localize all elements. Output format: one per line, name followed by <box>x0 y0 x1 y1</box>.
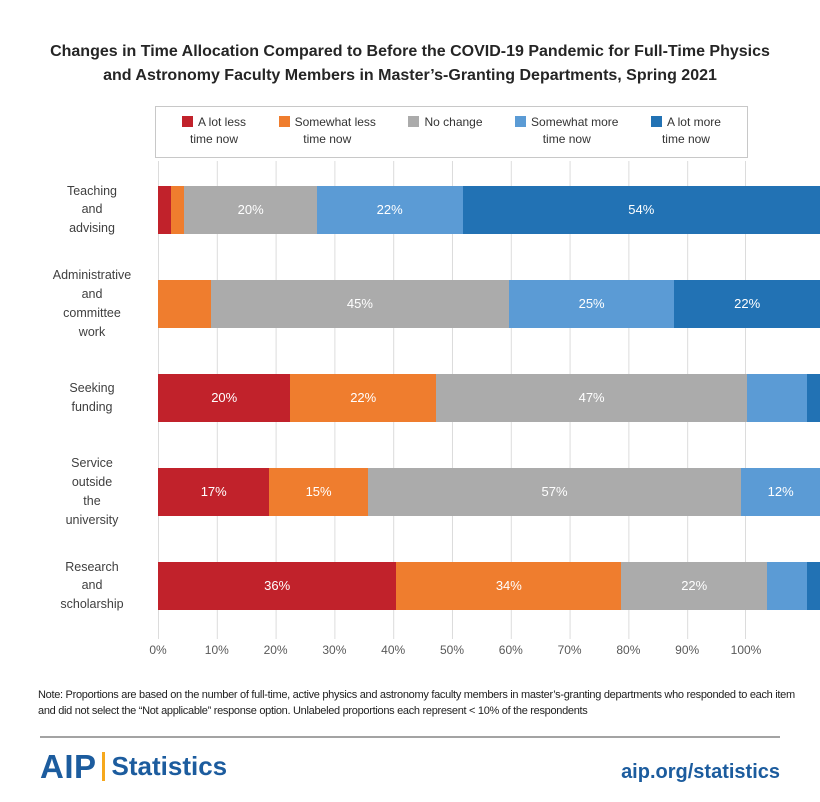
aip-statistics-link[interactable]: aip.org/statistics <box>621 760 780 783</box>
bar-segment-value: 22% <box>734 296 761 312</box>
bar-segment-value: 20% <box>237 202 264 218</box>
logo-separator-bar <box>101 752 105 782</box>
bar-segment: 22% <box>316 185 463 234</box>
statistics-logo-text: Statistics <box>111 751 228 782</box>
x-axis-tick-label: 100% <box>730 642 762 657</box>
category-label: Administrative and committee work <box>52 268 132 339</box>
bar-segment-value: 12% <box>767 484 794 500</box>
legend-label-line2: time now <box>190 132 239 147</box>
legend-swatch-somewhat-more-icon <box>515 116 527 127</box>
aip-logo-text: AIP <box>40 747 97 785</box>
stacked-bar: 45% 25% 22% <box>158 279 820 328</box>
chart-row: Teaching and advising 20% 22% 54% <box>0 163 820 257</box>
category-label: Seeking funding <box>69 381 115 414</box>
legend-label: No change <box>424 115 483 129</box>
bar-segment: 22% <box>674 279 820 328</box>
bar-segment-value: 45% <box>346 296 373 312</box>
legend-swatch-somewhat-less-icon <box>278 116 290 127</box>
bar-segment: 25% <box>508 279 675 328</box>
bar-segment-value: 25% <box>578 296 605 312</box>
chart-rows: Teaching and advising 20% 22% 54% Administra… <box>0 161 820 639</box>
bar-segment <box>767 561 807 610</box>
x-axis-tick-label: 60% <box>498 642 523 657</box>
legend-label: Somewhat more <box>531 115 619 129</box>
category-label: Teaching and advising <box>66 183 118 236</box>
legend-label-line2: time now <box>542 132 591 147</box>
bar-segment: 12% <box>741 467 820 516</box>
x-axis-tick-label: 70% <box>557 642 582 657</box>
bar-segment-value: 36% <box>264 578 291 594</box>
chart-row: Service outside the university 17% 15% 57% 1… <box>0 445 820 539</box>
bar-segment <box>806 373 820 422</box>
category-label: Service outside the university <box>65 456 119 527</box>
legend-label: Somewhat less <box>294 115 376 129</box>
bar-segment <box>158 185 172 234</box>
bar-segment-value: 20% <box>211 390 238 406</box>
legend-swatch-a-lot-more-icon <box>650 116 662 127</box>
footer-divider <box>40 735 780 738</box>
x-axis-tick-label: 50% <box>439 642 465 657</box>
bar-segment: 22% <box>290 373 437 422</box>
legend-item-somewhat-less: Somewhat less time now <box>278 114 376 149</box>
legend-item-no-change: No change <box>408 114 483 131</box>
legend-swatch-no-change-icon <box>408 116 420 127</box>
bar-segment <box>158 279 211 328</box>
legend-item-a-lot-more: A lot more time now <box>650 114 721 149</box>
x-axis-tick-label: 40% <box>381 642 406 657</box>
legend-swatch-a-lot-less-icon <box>182 116 193 127</box>
bar-segment: 15% <box>269 467 368 516</box>
chart-title: Changes in Time Allocation Compared to B… <box>50 43 770 84</box>
stacked-bar: 20% 22% 54% <box>158 185 820 234</box>
stacked-bar: 20% 22% 47% <box>158 373 820 422</box>
x-axis-tick-label: 0% <box>149 642 167 657</box>
legend-label: A lot more <box>666 115 721 129</box>
legend: A lot less time now Somewhat less time n… <box>155 106 748 158</box>
bar-segment-value: 17% <box>200 484 227 500</box>
bar-segment: 20% <box>184 185 317 234</box>
legend-label-line2: time now <box>661 132 710 147</box>
x-axis-tick-label: 80% <box>616 642 641 657</box>
x-axis-tick-label: 90% <box>675 642 700 657</box>
x-axis-tick-label: 30% <box>322 642 347 657</box>
bar-segment-value: 54% <box>628 202 655 218</box>
bar-segment-value: 47% <box>578 390 605 406</box>
aip-statistics-logo: AIP Statistics <box>40 748 227 786</box>
stacked-bar: 17% 15% 57% 12% <box>158 467 820 516</box>
bar-segment: 20% <box>158 373 291 422</box>
footer: AIP Statistics aip.org/statistics <box>40 748 780 786</box>
bar-segment: 36% <box>158 561 397 610</box>
bar-segment: 34% <box>396 561 622 610</box>
bar-segment <box>171 185 185 234</box>
x-axis-tick-label: 10% <box>204 642 229 657</box>
stacked-bar-chart: Teaching and advising 20% 22% 54% Administra… <box>0 160 820 661</box>
bar-segment-value: 57% <box>541 484 568 500</box>
legend-item-a-lot-less: A lot less time now <box>182 114 246 149</box>
bar-segment: 54% <box>462 185 820 234</box>
chart-row: Research and scholarship 36% 34% 22% <box>0 539 820 633</box>
x-axis-tick-label: 20% <box>263 642 288 657</box>
bar-segment <box>806 561 820 610</box>
bar-segment: 47% <box>436 373 748 422</box>
bar-segment: 22% <box>621 561 768 610</box>
category-label: Research and scholarship <box>60 559 124 612</box>
bar-segment: 45% <box>210 279 509 328</box>
stacked-bar: 36% 34% 22% <box>158 561 820 610</box>
legend-item-somewhat-more: Somewhat more time now <box>515 114 618 149</box>
bar-segment-value: 22% <box>681 578 708 594</box>
legend-label: A lot less <box>198 115 247 129</box>
bar-segment-value: 34% <box>495 578 522 594</box>
chart-row: Administrative and committee work 45% 25% 2… <box>0 257 820 351</box>
bar-segment-value: 15% <box>305 484 332 500</box>
bar-segment-value: 22% <box>350 390 377 406</box>
footnote: Note: Proportions are based on the numbe… <box>38 688 795 718</box>
chart-row: Seeking funding 20% 22% 47% <box>0 351 820 445</box>
x-axis: 0% 10% 20% 30% 40% 50% 60% 70% 80% 90% 100% <box>149 641 761 661</box>
bar-segment-value: 22% <box>376 202 403 218</box>
bar-segment <box>747 373 807 422</box>
bar-segment: 57% <box>367 467 742 516</box>
bar-segment: 17% <box>158 467 270 516</box>
legend-label-line2: time now <box>303 132 352 147</box>
